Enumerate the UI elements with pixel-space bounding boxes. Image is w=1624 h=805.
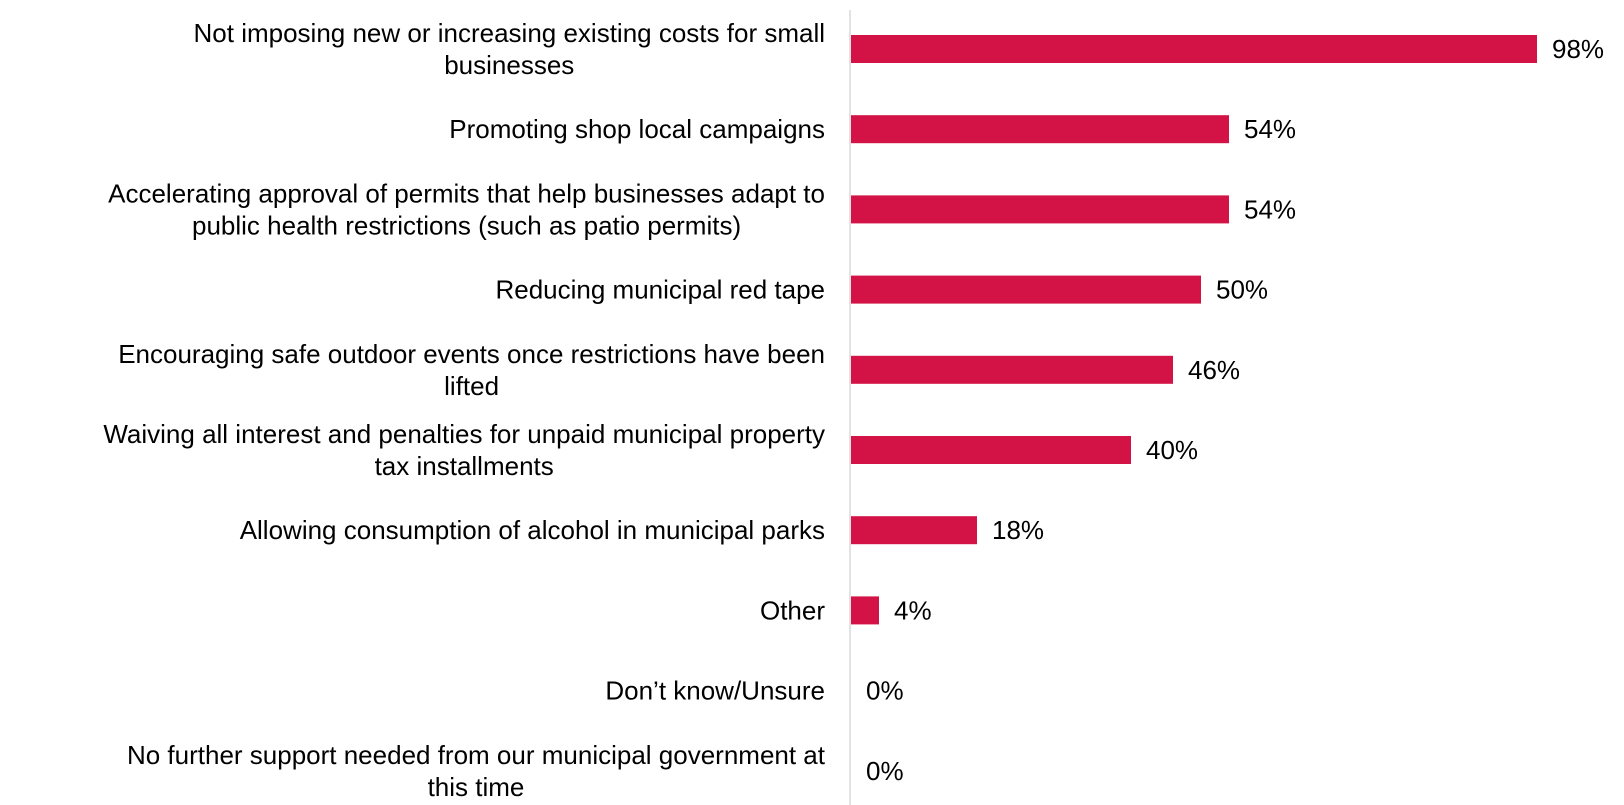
category-label-line: this time [428, 772, 525, 802]
value-label-3: 50% [1216, 275, 1268, 305]
value-label-2: 54% [1244, 194, 1296, 224]
bar-7 [851, 596, 879, 625]
category-label-6: Allowing consumption of alcohol in munic… [240, 515, 825, 545]
category-label-line: Accelerating approval of permits that he… [108, 178, 825, 208]
category-label-line: Encouraging safe outdoor events once res… [118, 339, 825, 369]
category-label-4: Encouraging safe outdoor events once res… [118, 339, 825, 401]
value-label-8: 0% [866, 676, 904, 706]
value-labels-group: 98% 54% 54% 50% 46% 40% 18% 4% 0% 0% [866, 34, 1604, 786]
category-label-7: Other [760, 595, 825, 625]
value-label-7: 4% [894, 595, 932, 625]
category-label-1: Promoting shop local campaigns [449, 114, 825, 144]
category-label-line: tax installments [375, 451, 554, 481]
value-label-5: 40% [1146, 435, 1198, 465]
value-label-9: 0% [866, 756, 904, 786]
category-labels-group: Not imposing new or increasing existing … [103, 18, 825, 802]
category-label-9: No further support needed from our munic… [127, 740, 826, 802]
bar-3 [851, 275, 1201, 304]
bar-5 [851, 436, 1131, 464]
bar-4 [851, 355, 1173, 384]
bar-1 [851, 115, 1229, 144]
category-label-line: public health restrictions (such as pati… [192, 210, 741, 240]
category-label-line: businesses [444, 50, 574, 80]
category-label-5: Waiving all interest and penalties for u… [103, 419, 825, 481]
category-label-line: Waiving all interest and penalties for u… [103, 419, 825, 449]
value-label-4: 46% [1188, 355, 1240, 385]
bars-group [851, 35, 1537, 625]
value-label-6: 18% [992, 515, 1044, 545]
value-label-0: 98% [1552, 34, 1604, 64]
category-label-2: Accelerating approval of permits that he… [108, 178, 825, 240]
category-label-line: lifted [444, 371, 499, 401]
value-label-1: 54% [1244, 114, 1296, 144]
category-label-line: Not imposing new or increasing existing … [194, 18, 825, 48]
bar-0 [851, 35, 1537, 63]
category-label-8: Don’t know/Unsure [605, 676, 825, 706]
category-label-line: No further support needed from our munic… [127, 740, 826, 770]
category-label-3: Reducing municipal red tape [495, 275, 825, 305]
bar-2 [851, 195, 1229, 224]
bar-6 [851, 516, 977, 545]
category-label-0: Not imposing new or increasing existing … [194, 18, 825, 80]
